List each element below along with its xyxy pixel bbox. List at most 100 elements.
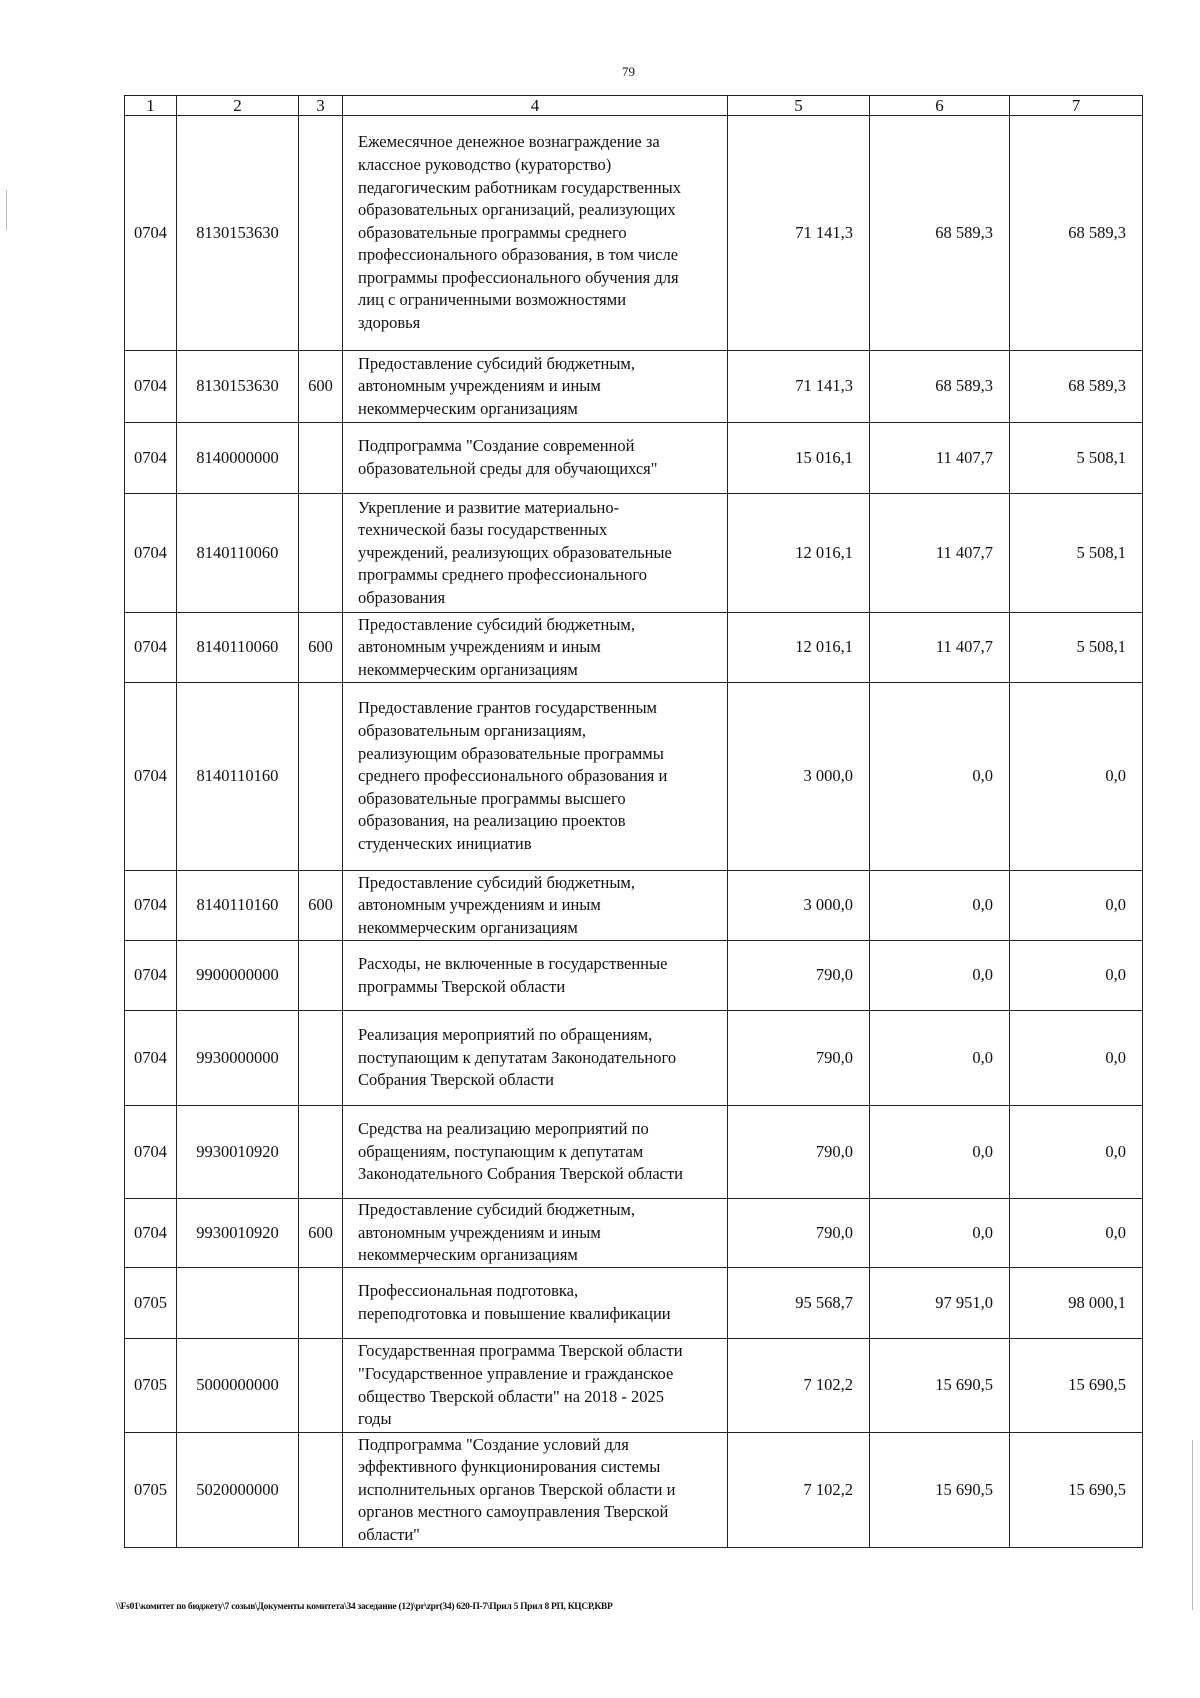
- amount-col5-cell: 3 000,0: [727, 682, 870, 871]
- amount-col7-cell: 68 589,3: [1009, 115, 1143, 351]
- description-cell: Предоставление субсидий бюджетным, автон…: [342, 612, 728, 683]
- amount-col7-cell: 68 589,3: [1009, 350, 1143, 423]
- description-cell: Профессиональная подготовка, переподгото…: [342, 1267, 728, 1339]
- scan-margin-line: [6, 190, 7, 230]
- amount-col5-cell: 7 102,2: [727, 1338, 870, 1433]
- section-code-cell: 0705: [124, 1338, 177, 1433]
- amount-col7-cell: 0,0: [1009, 682, 1143, 871]
- amount-col7-cell: 5 508,1: [1009, 612, 1143, 683]
- expense-type-code-cell: [298, 1338, 343, 1433]
- expense-type-code-cell: [298, 115, 343, 351]
- amount-col5-cell: 95 568,7: [727, 1267, 870, 1339]
- target-article-code-cell: 8140110060: [176, 612, 299, 683]
- description-cell: Укрепление и развитие материально- техни…: [342, 493, 728, 613]
- description-cell: Подпрограмма "Создание условий для эффек…: [342, 1432, 728, 1548]
- budget-table: 1 2 3 4 5 6 7 0704 8130153630 Ежемесячное …: [124, 95, 1143, 1548]
- amount-col6-cell: 0,0: [869, 870, 1010, 941]
- scan-margin-line: [1192, 1440, 1193, 1610]
- table-row: 0704 8140110160 Предоставление грантов гос…: [124, 682, 1143, 871]
- table-row: 0705 5020000000 Подпрограмма "Создание усл…: [124, 1432, 1143, 1548]
- amount-col6-cell: 0,0: [869, 940, 1010, 1011]
- target-article-code-cell: 8130153630: [176, 115, 299, 351]
- target-article-code-cell: 8140110160: [176, 870, 299, 941]
- table-row: 0704 9930000000 Реализация мероприятий по …: [124, 1010, 1143, 1106]
- table-row: 0704 8140000000 Подпрограмма "Создание сов…: [124, 422, 1143, 494]
- target-article-code-cell: 9930010920: [176, 1105, 299, 1199]
- table-row: 0705 Профессиональная подготовка, перепод…: [124, 1267, 1143, 1339]
- target-article-code-cell: 9930000000: [176, 1010, 299, 1106]
- amount-col5-cell: 790,0: [727, 1010, 870, 1106]
- target-article-code-cell: 8140110060: [176, 493, 299, 613]
- amount-col7-cell: 0,0: [1009, 1105, 1143, 1199]
- amount-col5-cell: 790,0: [727, 1198, 870, 1268]
- column-header: 7: [1009, 95, 1143, 116]
- amount-col5-cell: 71 141,3: [727, 115, 870, 351]
- amount-col5-cell: 12 016,1: [727, 612, 870, 683]
- column-header: 4: [342, 95, 728, 116]
- expense-type-code-cell: 600: [298, 350, 343, 423]
- column-header: 6: [869, 95, 1010, 116]
- amount-col7-cell: 5 508,1: [1009, 493, 1143, 613]
- expense-type-code-cell: [298, 682, 343, 871]
- expense-type-code-cell: 600: [298, 1198, 343, 1268]
- section-code-cell: 0704: [124, 350, 177, 423]
- amount-col5-cell: 15 016,1: [727, 422, 870, 494]
- target-article-code-cell: 9930010920: [176, 1198, 299, 1268]
- amount-col6-cell: 0,0: [869, 682, 1010, 871]
- section-code-cell: 0704: [124, 422, 177, 494]
- amount-col7-cell: 0,0: [1009, 1198, 1143, 1268]
- expense-type-code-cell: 600: [298, 612, 343, 683]
- table-row: 0704 9900000000 Расходы, не включенные в г…: [124, 940, 1143, 1011]
- description-cell: Расходы, не включенные в государственные…: [342, 940, 728, 1011]
- expense-type-code-cell: [298, 940, 343, 1011]
- amount-col5-cell: 790,0: [727, 940, 870, 1011]
- amount-col6-cell: 0,0: [869, 1010, 1010, 1106]
- section-code-cell: 0704: [124, 1105, 177, 1199]
- section-code-cell: 0704: [124, 1198, 177, 1268]
- amount-col7-cell: 5 508,1: [1009, 422, 1143, 494]
- table-row: 0704 8140110060 600 Предоставление субсидий…: [124, 612, 1143, 683]
- amount-col5-cell: 7 102,2: [727, 1432, 870, 1548]
- description-cell: Государственная программа Тверской облас…: [342, 1338, 728, 1433]
- target-article-code-cell: 5020000000: [176, 1432, 299, 1548]
- table-row: 0704 8140110160 600 Предоставление субсидий…: [124, 870, 1143, 941]
- description-cell: Ежемесячное денежное вознаграждение за к…: [342, 115, 728, 351]
- description-cell: Подпрограмма "Создание современной образ…: [342, 422, 728, 494]
- table-row: 0704 8130153630 600 Предоставление субсидий…: [124, 350, 1143, 423]
- column-header: 2: [176, 95, 299, 116]
- expense-type-code-cell: [298, 1105, 343, 1199]
- target-article-code-cell: [176, 1267, 299, 1339]
- table-row: 0704 9930010920 600 Предоставление субсидий…: [124, 1198, 1143, 1268]
- amount-col6-cell: 15 690,5: [869, 1338, 1010, 1433]
- column-header: 5: [727, 95, 870, 116]
- amount-col5-cell: 71 141,3: [727, 350, 870, 423]
- section-code-cell: 0705: [124, 1432, 177, 1548]
- amount-col6-cell: 68 589,3: [869, 350, 1010, 423]
- amount-col6-cell: 11 407,7: [869, 612, 1010, 683]
- section-code-cell: 0704: [124, 115, 177, 351]
- amount-col6-cell: 15 690,5: [869, 1432, 1010, 1548]
- table-row: 0704 9930010920 Средства на реализацию мер…: [124, 1105, 1143, 1199]
- amount-col5-cell: 790,0: [727, 1105, 870, 1199]
- target-article-code-cell: 9900000000: [176, 940, 299, 1011]
- column-header: 1: [124, 95, 177, 116]
- amount-col6-cell: 97 951,0: [869, 1267, 1010, 1339]
- file-path-footer: \\Fs01\комитет по бюджету\7 созыв\Докуме…: [116, 1602, 613, 1612]
- expense-type-code-cell: [298, 422, 343, 494]
- target-article-code-cell: 8140110160: [176, 682, 299, 871]
- table-row: 0704 8130153630 Ежемесячное денежное возна…: [124, 115, 1143, 351]
- description-cell: Предоставление грантов государственным о…: [342, 682, 728, 871]
- expense-type-code-cell: [298, 1267, 343, 1339]
- section-code-cell: 0705: [124, 1267, 177, 1339]
- table-row: 0704 8140110060 Укрепление и развитие мате…: [124, 493, 1143, 613]
- amount-col6-cell: 11 407,7: [869, 422, 1010, 494]
- header-row: 1 2 3 4 5 6 7: [124, 95, 1143, 116]
- expense-type-code-cell: [298, 493, 343, 613]
- section-code-cell: 0704: [124, 612, 177, 683]
- amount-col7-cell: 0,0: [1009, 1010, 1143, 1106]
- amount-col5-cell: 12 016,1: [727, 493, 870, 613]
- amount-col7-cell: 98 000,1: [1009, 1267, 1143, 1339]
- section-code-cell: 0704: [124, 940, 177, 1011]
- table-row: 0705 5000000000 Государственная программа …: [124, 1338, 1143, 1433]
- amount-col7-cell: 0,0: [1009, 870, 1143, 941]
